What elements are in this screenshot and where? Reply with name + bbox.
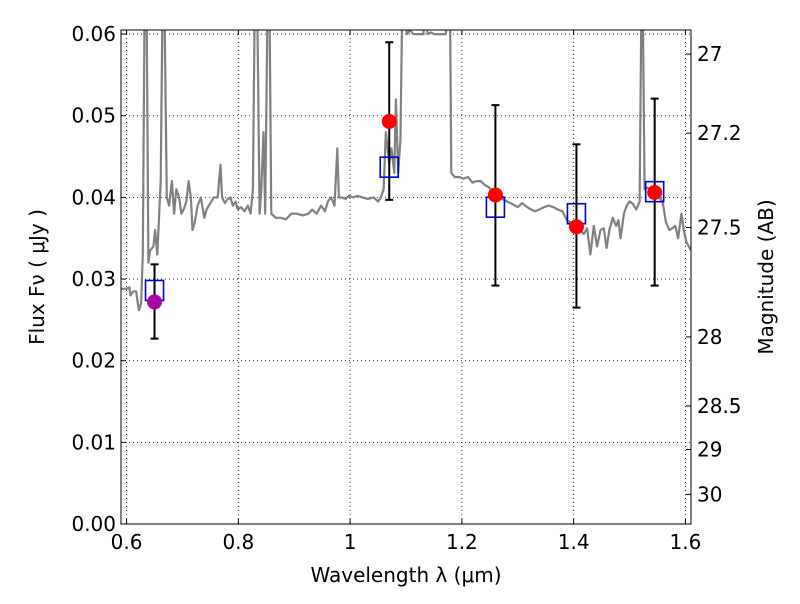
y-axis-right-label: Magnitude (AB) (754, 199, 778, 354)
model-square-layer (144, 156, 665, 302)
x-tick-label: 1.6 (670, 530, 702, 554)
x-tick-label: 1 (344, 530, 357, 554)
y-tick-label: 0.06 (71, 22, 116, 46)
y-tick-label: 0.00 (71, 512, 116, 536)
y-tick-label: 0.05 (71, 104, 116, 128)
photometry-point (381, 113, 397, 129)
photometry-point-layer (147, 113, 663, 310)
y-tick-label: 0.01 (71, 430, 116, 454)
y-tick-label: 0.03 (71, 267, 116, 291)
x-tick-label: 1.4 (558, 530, 590, 554)
mag-tick-label: 28.5 (697, 394, 742, 418)
plot-frame (120, 29, 692, 525)
x-tick-label: 0.8 (222, 530, 254, 554)
mag-tick-label: 30 (697, 482, 722, 506)
photometry-point (487, 187, 503, 203)
grid-lines (121, 30, 691, 525)
photometry-point (147, 294, 163, 310)
x-axis-label: Wavelength λ (μm) (310, 563, 501, 587)
y-tick-label: 0.02 (71, 349, 116, 373)
mag-tick-label: 27.5 (697, 216, 742, 240)
y-axis-label: Flux Fν ( μJy ) (25, 209, 49, 345)
spectrum-line (121, 30, 691, 312)
mag-tick-label: 28 (697, 325, 722, 349)
mag-tick-label: 27 (697, 42, 722, 66)
spectrum-layer (121, 30, 691, 312)
y-tick-label: 0.04 (71, 185, 116, 209)
mag-tick-label: 27.2 (697, 121, 742, 145)
photometry-point (568, 219, 584, 235)
model-square-marker (644, 180, 665, 203)
x-tick-label: 0.6 (111, 530, 143, 554)
x-tick-label: 1.2 (446, 530, 478, 554)
errorbar-layer (150, 41, 659, 340)
model-square-marker (379, 156, 400, 178)
tick-layer: 0.6 0.8 1 1.2 1.4 1.6 0.00 0.01 0.02 0.03 0.04 0.05… (71, 22, 741, 554)
photometry-point (647, 184, 663, 200)
mag-tick-label: 29 (697, 438, 722, 462)
